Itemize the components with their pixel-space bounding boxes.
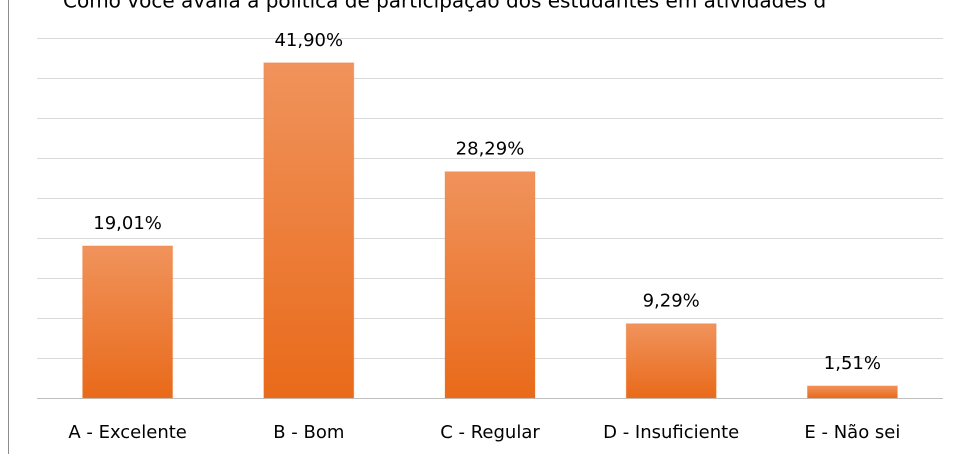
x-tick-label: C - Regular	[440, 422, 540, 443]
data-label: 28,29%	[456, 139, 525, 160]
x-tick-label: B - Bom	[273, 422, 344, 443]
bar	[806, 385, 898, 399]
bar	[263, 62, 355, 399]
bar	[625, 323, 717, 399]
data-label: 9,29%	[643, 291, 700, 312]
x-tick-label: D - Insuficiente	[603, 422, 739, 443]
data-label: 19,01%	[93, 213, 162, 234]
x-tick-label: A - Excelente	[68, 422, 187, 443]
chart-title: Como você avalia a política de participa…	[63, 0, 826, 13]
data-label: 1,51%	[824, 353, 881, 374]
bar	[82, 245, 174, 399]
data-label: 41,90%	[274, 30, 343, 51]
x-tick-label: E - Não sei	[804, 422, 900, 443]
bar	[444, 171, 536, 399]
